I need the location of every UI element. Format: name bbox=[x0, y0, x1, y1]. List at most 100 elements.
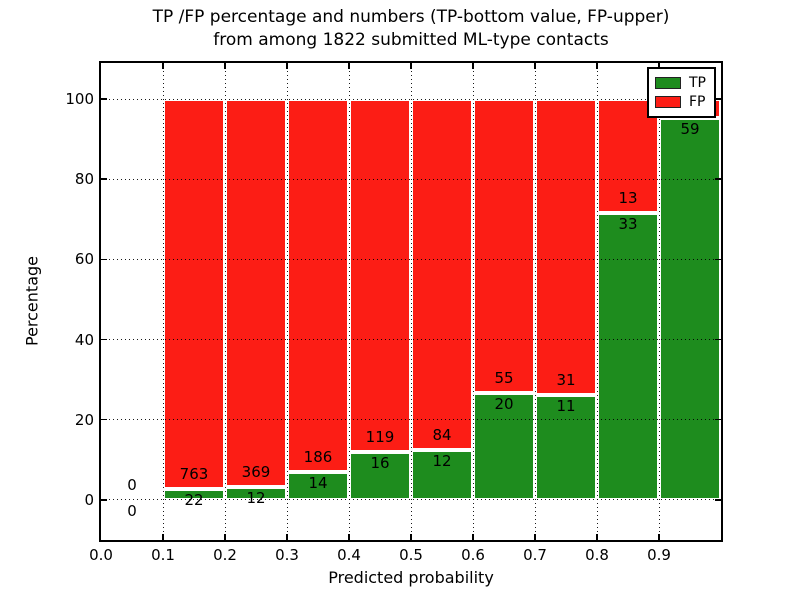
bar-tp-segment bbox=[349, 452, 411, 500]
legend-label: TP bbox=[689, 75, 706, 91]
plot-area: 0 0 763 22 369 12 186 14 119 16 84 12 55 20 31 11 13 33 59… bbox=[99, 61, 723, 542]
x-tick-mark bbox=[596, 534, 598, 540]
x-tick-mark bbox=[658, 63, 660, 69]
x-tick-mark bbox=[162, 534, 164, 540]
horizontal-gridline bbox=[101, 499, 721, 501]
bar-tp-segment bbox=[225, 487, 287, 500]
x-tick-label: 0.0 bbox=[89, 546, 113, 564]
annotations-layer: 0 0 763 22 369 12 186 14 119 16 84 12 55 20 31 11 13 33 59 bbox=[101, 63, 721, 540]
x-tick-label: 0.3 bbox=[275, 546, 299, 564]
tp-count-label: 16 bbox=[370, 454, 390, 473]
tp-count-label: 12 bbox=[432, 451, 452, 470]
y-tick-mark bbox=[101, 258, 107, 261]
fp-count-label: 763 bbox=[179, 464, 209, 483]
x-tick-label: 0.1 bbox=[151, 546, 175, 564]
horizontal-gridline bbox=[101, 178, 721, 180]
x-tick-mark bbox=[348, 534, 350, 540]
bar-tp-segment bbox=[473, 392, 535, 500]
y-tick-label: 40 bbox=[74, 330, 94, 349]
vertical-gridline bbox=[224, 63, 226, 540]
horizontal-gridline bbox=[101, 339, 721, 341]
legend-label: FP bbox=[689, 94, 706, 110]
x-tick-label: 0.2 bbox=[213, 546, 237, 564]
x-tick-label: 0.8 bbox=[585, 546, 609, 564]
vertical-gridline bbox=[286, 63, 288, 540]
fp-count-label: 55 bbox=[494, 368, 514, 387]
x-tick-mark bbox=[596, 63, 598, 69]
y-tick-mark bbox=[101, 338, 107, 341]
tp-count-label: 12 bbox=[246, 489, 266, 508]
tick-marks-layer bbox=[101, 63, 721, 540]
legend-item: FP bbox=[655, 94, 706, 110]
chart-title: TP /FP percentage and numbers (TP-bottom… bbox=[99, 6, 723, 52]
bar-tp-segment bbox=[163, 488, 225, 500]
y-tick-mark bbox=[715, 258, 721, 261]
bar-fp-segment bbox=[473, 99, 535, 393]
y-tick-mark bbox=[715, 418, 721, 421]
fp-count-label: 369 bbox=[241, 463, 271, 482]
tp-count-label: 59 bbox=[680, 120, 700, 139]
bar-fp-segment bbox=[535, 99, 597, 395]
y-tick-label: 60 bbox=[74, 250, 94, 269]
y-tick-mark bbox=[101, 98, 107, 100]
y-tick-mark bbox=[101, 499, 107, 501]
tp-count-label: 20 bbox=[494, 394, 514, 413]
x-tick-mark bbox=[162, 63, 164, 69]
fp-count-label: 0 bbox=[127, 475, 137, 494]
x-tick-mark bbox=[348, 63, 350, 69]
tp-count-label: 0 bbox=[127, 501, 137, 520]
y-tick-label: 100 bbox=[65, 90, 94, 109]
x-tick-mark bbox=[658, 534, 660, 540]
y-tick-mark bbox=[101, 418, 107, 421]
vertical-gridline bbox=[410, 63, 412, 540]
bar-tp-segment bbox=[597, 212, 659, 500]
x-tick-mark bbox=[534, 534, 536, 540]
chart-title-line2: from among 1822 submitted ML-type contac… bbox=[213, 30, 609, 50]
legend-item: TP bbox=[655, 75, 706, 91]
fp-count-label: 13 bbox=[618, 188, 638, 207]
bar-fp-segment bbox=[411, 99, 473, 450]
fp-count-label: 186 bbox=[303, 447, 333, 466]
x-tick-label: 0.5 bbox=[399, 546, 423, 564]
chart-title-line1: TP /FP percentage and numbers (TP-bottom… bbox=[152, 7, 670, 27]
y-tick-mark bbox=[715, 338, 721, 341]
legend: TP FP bbox=[647, 67, 716, 118]
y-tick-label: 80 bbox=[74, 170, 94, 189]
bar-fp-segment bbox=[225, 99, 287, 488]
horizontal-gridline bbox=[101, 258, 721, 260]
vertical-gridline bbox=[348, 63, 350, 540]
y-tick-mark bbox=[715, 98, 721, 100]
x-tick-mark bbox=[472, 63, 474, 69]
x-tick-label: 0.4 bbox=[337, 546, 361, 564]
bar-tp-segment bbox=[659, 118, 721, 500]
tp-count-label: 11 bbox=[556, 396, 576, 415]
vertical-gridline bbox=[596, 63, 598, 540]
x-tick-mark bbox=[286, 63, 288, 69]
bar-fp-segment bbox=[349, 99, 411, 453]
bar-fp-segment bbox=[163, 99, 225, 489]
tp-count-label: 14 bbox=[308, 473, 328, 492]
x-tick-mark bbox=[224, 63, 226, 69]
tp-count-label: 33 bbox=[618, 214, 638, 233]
vertical-gridline bbox=[534, 63, 536, 540]
bar-fp-segment bbox=[287, 99, 349, 472]
x-tick-mark bbox=[472, 534, 474, 540]
bar-tp-segment bbox=[287, 471, 349, 500]
x-tick-label: 0.7 bbox=[523, 546, 547, 564]
x-axis-label: Predicted probability bbox=[328, 568, 494, 587]
fp-count-label: 31 bbox=[556, 370, 576, 389]
bar-tp-segment bbox=[411, 449, 473, 500]
x-tick-mark bbox=[224, 534, 226, 540]
x-tick-mark bbox=[410, 534, 412, 540]
x-tick-mark bbox=[534, 63, 536, 69]
y-tick-label: 20 bbox=[74, 410, 94, 429]
fp-count-label: 84 bbox=[432, 425, 452, 444]
tp-count-label: 22 bbox=[184, 490, 204, 509]
bar-tp-segment bbox=[535, 394, 597, 500]
grid-layer bbox=[101, 63, 721, 540]
y-tick-mark bbox=[101, 178, 107, 180]
y-tick-mark bbox=[715, 178, 721, 180]
x-tick-mark bbox=[286, 534, 288, 540]
horizontal-gridline bbox=[101, 419, 721, 421]
